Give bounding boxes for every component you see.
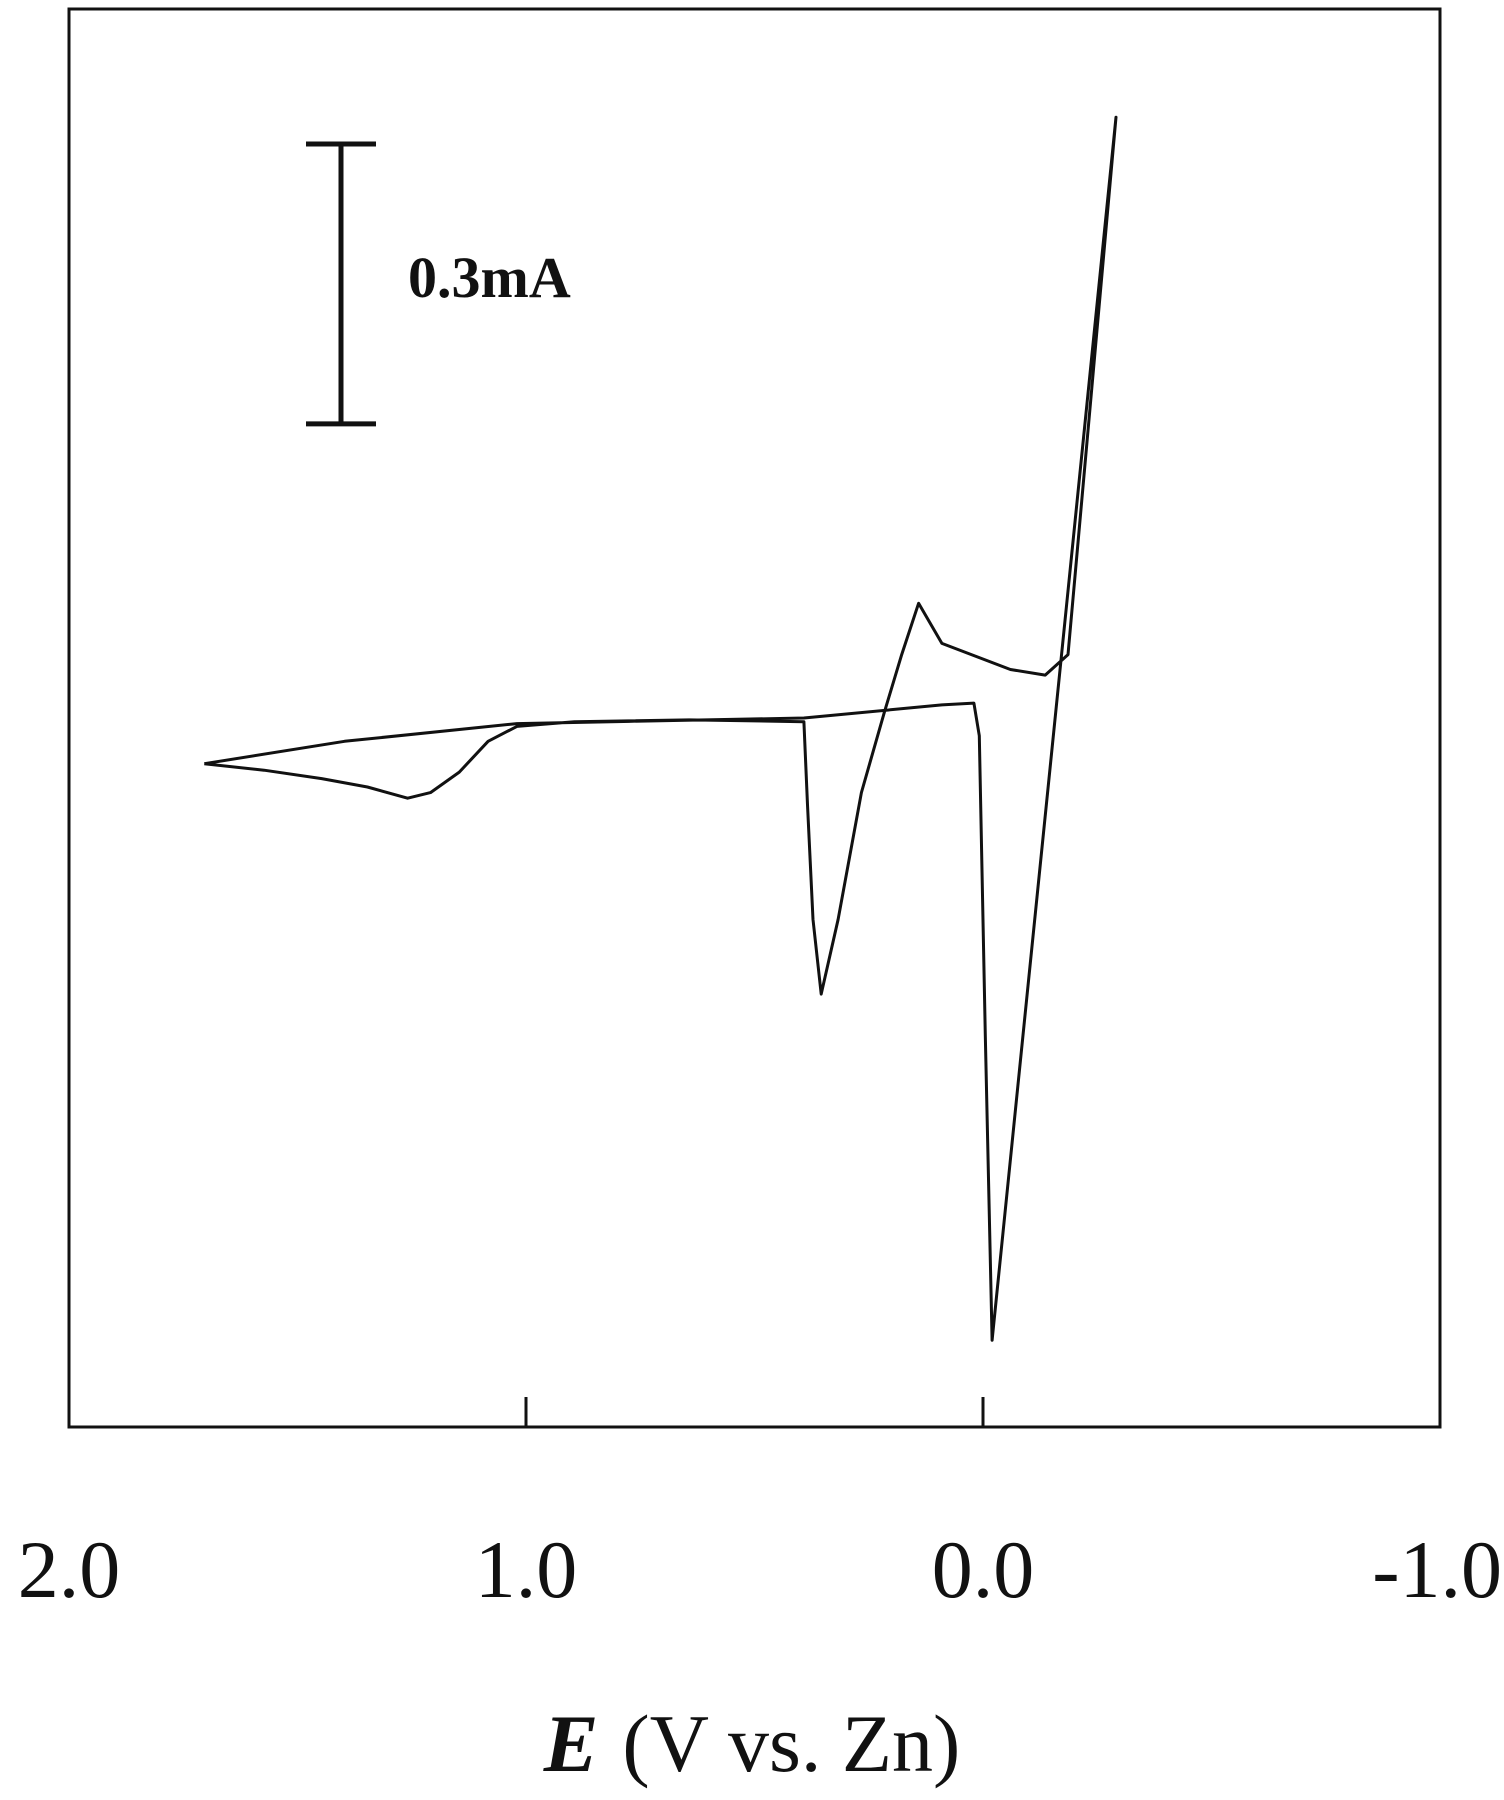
scale-bar-label: 0.3mA — [408, 245, 571, 310]
x-tick-label: -1.0 — [1372, 1524, 1502, 1615]
x-tick-label: 0.0 — [932, 1524, 1035, 1615]
x-axis-label: E (V vs. Zn) — [543, 1698, 961, 1789]
x-tick-label: 2.0 — [18, 1524, 121, 1615]
x-axis-unit: (V vs. Zn) — [622, 1698, 960, 1789]
cv-curve — [204, 115, 1118, 1342]
plot-frame — [67, 7, 1442, 1429]
x-axis-symbol: E — [543, 1698, 599, 1789]
x-tick-label: 1.0 — [475, 1524, 578, 1615]
